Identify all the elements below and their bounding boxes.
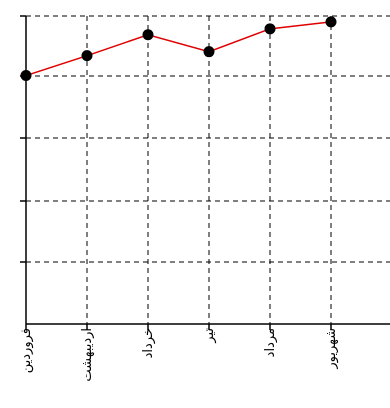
x-tick-label-5: شهریور <box>324 328 339 370</box>
x-tick-label-0: فروردین <box>19 328 34 373</box>
data-point-0 <box>20 70 32 82</box>
x-tick-label-1: اردیبهشت <box>80 328 95 382</box>
data-point-1 <box>81 50 93 62</box>
data-point-5 <box>325 16 337 28</box>
data-point-4 <box>264 23 276 35</box>
series-line-0 <box>25 21 332 77</box>
data-point-3 <box>203 46 215 58</box>
x-tick-labels: فروردین اردیبهشت خرداد تیر مرداد شهریور <box>19 328 339 382</box>
x-tick-label-4: مرداد <box>263 328 278 357</box>
chart-axes <box>20 15 390 330</box>
chart-grid <box>26 15 390 324</box>
x-tick-label-3: تیر <box>202 328 217 344</box>
chart-series <box>20 16 337 82</box>
x-tick-label-2: خرداد <box>141 328 156 358</box>
data-point-2 <box>142 29 154 41</box>
